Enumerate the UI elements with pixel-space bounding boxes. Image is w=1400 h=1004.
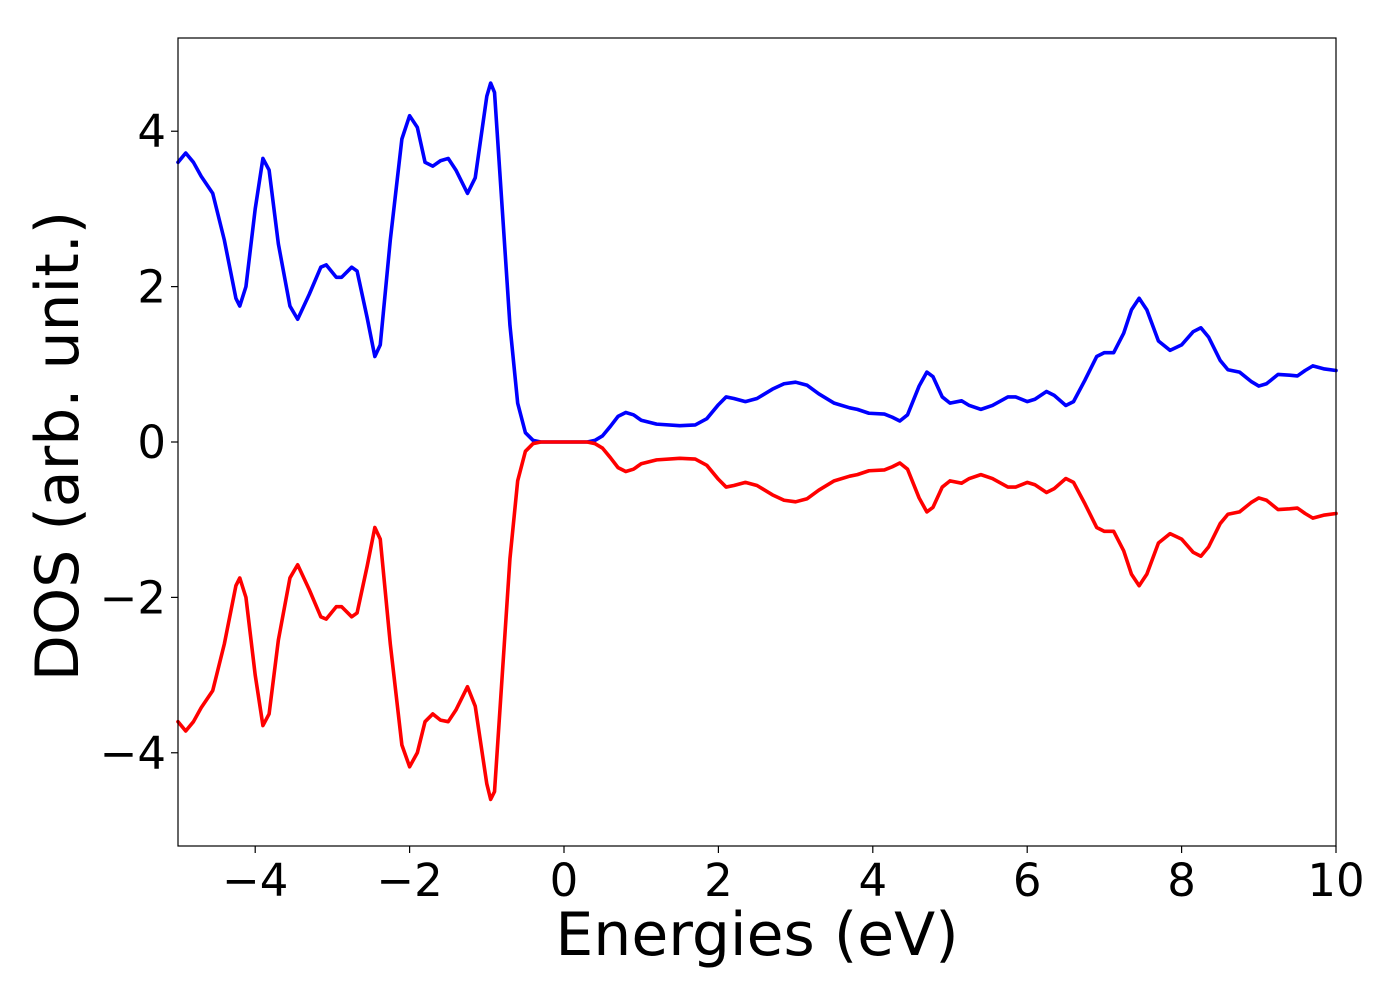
y-tick-label: −2 [100, 571, 166, 624]
x-tick-label: 8 [1167, 854, 1196, 907]
x-tick-label: 10 [1307, 854, 1364, 907]
y-axis-ticks: 4 2 0 −2 −4 [100, 105, 178, 780]
series-line-2 [178, 442, 1336, 799]
y-tick-label: 0 [137, 416, 166, 469]
y-tick-label: 4 [137, 105, 166, 158]
y-tick-label: 2 [137, 261, 166, 314]
series-line-1 [178, 83, 1336, 442]
x-tick-label: 6 [1013, 854, 1042, 907]
y-tick-label: −4 [100, 727, 166, 780]
series-layer [178, 83, 1336, 799]
x-axis-label: Energies (eV) [555, 900, 958, 970]
y-axis-label: DOS (arb. unit.) [23, 211, 93, 681]
x-axis-ticks: −4 −2 0 2 4 6 8 10 [222, 846, 1365, 907]
plot-frame [178, 38, 1336, 846]
x-tick-label: −2 [376, 854, 442, 907]
x-tick-label: −4 [222, 854, 288, 907]
